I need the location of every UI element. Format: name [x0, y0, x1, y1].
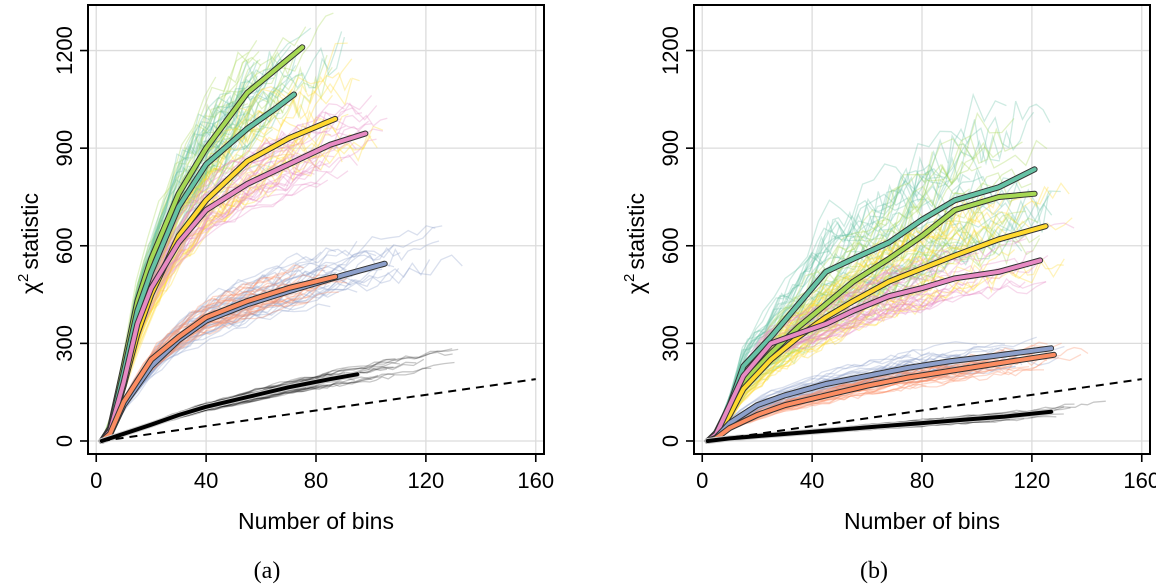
replicate-line [707, 232, 1027, 442]
replicate-line [707, 138, 949, 442]
replicate-line [707, 173, 971, 442]
replicate-line [101, 303, 331, 442]
plot-area [98, 12, 536, 444]
replicate-line [707, 279, 948, 442]
x-tick-label: 120 [1014, 468, 1051, 493]
replicate-line [707, 249, 1016, 442]
replicate-line [707, 188, 915, 442]
mean-line [705, 224, 1048, 443]
replicate-line [707, 275, 978, 442]
y-axis-symbol: χ [17, 282, 43, 294]
y-axis-text: statistic [17, 193, 43, 270]
y-tick-label: 1200 [52, 26, 77, 75]
y-tick-label: 0 [658, 435, 683, 447]
panel-caption: (b) [860, 558, 888, 584]
x-axis-title: Number of bins [238, 508, 394, 534]
y-tick-label: 900 [52, 130, 77, 167]
panel-b: 0 40 80 120 160 0 300 600 900 1200 Number of bins χ… [621, 4, 1156, 584]
replicate-line [707, 341, 978, 442]
x-axis-title: Number of bins [844, 508, 1000, 534]
replicate-line [707, 356, 1030, 442]
reference-line [101, 378, 536, 442]
replicate-line [707, 176, 940, 442]
y-tick-label: 900 [658, 130, 683, 167]
mean-line [99, 274, 338, 443]
x-tick-label: 40 [194, 468, 218, 493]
replicate-line [101, 288, 358, 442]
replicate-line [707, 349, 931, 442]
x-tick-label: 160 [517, 468, 554, 493]
replicate-line [707, 174, 942, 442]
replicate-line [707, 237, 1041, 442]
replicate-line [707, 376, 967, 442]
replicate-line [707, 362, 1043, 442]
y-tick-label: 600 [658, 227, 683, 264]
mean-line [705, 409, 1054, 443]
y-axis-symbol: χ [623, 282, 649, 294]
replicate-line [707, 275, 957, 442]
replicate-line [707, 177, 958, 442]
y-axis-title: χ2 statistic [621, 193, 649, 294]
mean-line-outline [98, 44, 306, 444]
replicate-line [707, 151, 984, 442]
replicate-line [707, 127, 1000, 442]
replicate-line [101, 27, 312, 442]
replicate-line [101, 268, 400, 442]
replicate-line [101, 266, 301, 442]
y-axis-title: χ2 statistic [15, 193, 43, 294]
y-tick-label: 300 [52, 325, 77, 362]
x-tick-label: 80 [910, 468, 934, 493]
mean-line [99, 131, 368, 443]
y-axis-superscript: 2 [621, 274, 638, 282]
replicate-line [707, 336, 1037, 442]
replicate-line [707, 92, 1007, 442]
replicate-line [707, 354, 912, 442]
replicate-line [707, 178, 953, 442]
panel-a: 0 40 80 120 160 0 300 600 900 1200 Number of bins χ… [15, 4, 554, 584]
y-axis-superscript: 2 [15, 274, 32, 282]
plot-area [704, 92, 1142, 444]
replicate-line [707, 294, 946, 442]
panel-caption: (a) [254, 558, 281, 584]
reference-line [707, 378, 1142, 442]
replicate-line [101, 367, 432, 442]
x-tick-label: 80 [304, 468, 328, 493]
x-tick-label: 0 [696, 468, 708, 493]
y-tick-label: 600 [52, 227, 77, 264]
replicate-line [101, 374, 395, 442]
x-tick-label: 120 [408, 468, 445, 493]
replicate-line [101, 302, 288, 442]
y-tick-label: 300 [658, 325, 683, 362]
replicate-line [707, 275, 924, 442]
replicate-line [707, 257, 1065, 442]
replicate-line [101, 269, 378, 442]
replicate-line [707, 264, 981, 442]
replicate-line [101, 259, 431, 442]
replicate-line [707, 175, 1014, 442]
replicate-line [707, 133, 970, 442]
replicate-line [707, 193, 909, 442]
mean-line [705, 352, 1056, 443]
mean-line [99, 372, 360, 443]
replicate-line [707, 294, 943, 442]
x-tick-label: 160 [1123, 468, 1156, 493]
replicate-line [707, 111, 1035, 442]
x-tick-label: 40 [800, 468, 824, 493]
replicate-line [101, 284, 330, 442]
x-tick-label: 0 [90, 468, 102, 493]
gridlines [694, 5, 1150, 454]
replicate-line [101, 132, 378, 442]
mean-line [705, 258, 1043, 443]
replicate-line [101, 254, 463, 442]
y-tick-label: 0 [52, 435, 77, 447]
y-tick-label: 1200 [658, 26, 683, 75]
y-axis-text: statistic [623, 193, 649, 270]
mean-line [99, 45, 305, 443]
replicate-line [707, 369, 1045, 442]
replicate-line [707, 100, 1051, 442]
replicate-line [707, 222, 1075, 442]
